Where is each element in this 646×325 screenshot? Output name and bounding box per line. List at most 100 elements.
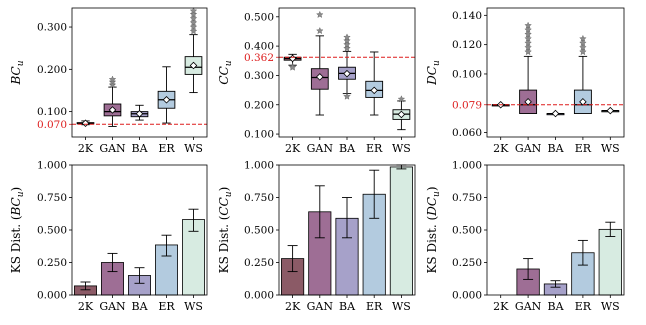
mean-marker [370,86,378,95]
reference-tick-label: 0.070 [37,119,67,131]
outlier-point [108,81,117,89]
bar-rect [598,228,622,296]
x-tick-label-er: ER [158,142,175,155]
outlier-point [524,43,532,51]
bar-2k [281,245,305,296]
outlier-point [189,23,198,31]
outlier-point [579,43,587,51]
mean-marker [135,109,144,118]
y-tick-label: 0.120 [452,39,482,51]
y-tick-label: 0.750 [37,192,67,204]
x-tick-label-ws: WS [392,142,411,155]
box-gan [103,75,122,127]
mean-marker [343,69,351,78]
outlier-point [189,14,198,22]
outlier-point [343,44,351,52]
bar-gan [308,185,332,296]
box-er [157,66,176,124]
bar-ws [389,164,413,296]
box-ws [184,7,203,94]
mean-marker [397,110,406,119]
y-tick-label: 0.250 [452,257,482,269]
y-tick-label: 0.060 [452,127,482,139]
y-tick-label: 0.250 [37,257,67,269]
x-tick-label-ba: BA [339,300,356,313]
box-gan [310,10,329,116]
reference-tick-label: 0.079 [452,99,482,111]
box-ba [546,109,565,118]
outlier-point [288,63,297,71]
x-tick-label-2k: 2K [78,300,94,313]
box-2k [283,53,302,71]
x-tick-label-2k: 2K [285,142,301,155]
y-tick-label: 0.300 [37,22,67,34]
x-tick-label-gan: GAN [515,142,542,155]
box-ws [601,106,620,115]
x-tick-label-ba: BA [547,142,564,155]
y-tick-label: 0.000 [244,290,274,302]
outlier-point [189,27,198,35]
box-gan [519,21,538,114]
x-tick-label-gan: GAN [99,142,126,155]
outlier-point [524,39,532,47]
y-tick-label: 0.750 [244,192,274,204]
mean-marker [316,73,324,81]
box-2k [76,119,95,128]
outlier-point [108,75,117,83]
bar-ba [335,197,359,296]
panel-4: 1.000 0.750 0.500 0.250 0.000 KS Dist. (BCu) 2… [9,160,208,313]
x-tick-label-ws: WS [184,300,203,313]
x-tick-label-er: ER [575,142,592,155]
outlier-point [579,34,587,42]
x-tick-label-2k: 2K [493,300,509,313]
y-tick-label: 0.750 [452,192,482,204]
outlier-point [397,95,406,103]
mean-marker [606,106,615,115]
y-tick-label: 0.200 [244,99,274,111]
x-tick-label-2k: 2K [285,300,301,313]
y-axis-label: BCu [9,60,26,85]
x-tick-label-ba: BA [339,142,356,155]
y-tick-label: 1.000 [244,160,274,172]
y-tick-label: 0.500 [452,225,482,237]
x-tick-label-ba: BA [131,142,148,155]
y-axis-label: KS Dist. (CCu) [217,187,234,274]
x-tick-label-gan: GAN [307,142,334,155]
outlier-point [524,30,532,38]
mean-marker [579,98,587,106]
x-tick-label-er: ER [158,300,175,313]
box-er [365,51,384,116]
x-tick-label-ba: BA [131,300,148,313]
mean-marker [81,119,90,128]
y-tick-label: 0.100 [244,129,274,141]
y-tick-label: 0.000 [37,290,67,302]
outlier-point [524,48,532,56]
bar-ws [182,208,205,296]
bar-ba [128,267,151,296]
x-tick-label-ws: WS [392,300,411,313]
outlier-point [579,39,587,47]
y-tick-label: 0.500 [37,225,67,237]
bar-gan [516,258,540,296]
y-tick-label: 0.100 [452,68,482,80]
y-tick-label: 0.100 [37,106,67,118]
y-tick-label: 0.200 [37,64,67,76]
y-tick-label: 0.250 [244,257,274,269]
y-axis-label: KS Dist. (BCu) [9,187,26,273]
y-axis-label: DCu [425,60,442,86]
x-tick-label-ba: BA [547,300,564,313]
mean-marker [524,98,532,106]
y-tick-label: 0.000 [452,290,482,302]
outlier-point [316,26,324,35]
box-ba [130,104,149,121]
outlier-point [316,10,324,18]
box-ba [338,33,356,100]
x-tick-label-gan: GAN [307,300,334,313]
box-er [573,34,592,114]
outlier-point [579,48,587,56]
outlier-point [524,26,532,34]
panel-6: 1.000 0.750 0.500 0.250 0.000 KS Dist. (DCu) 2… [425,160,625,313]
